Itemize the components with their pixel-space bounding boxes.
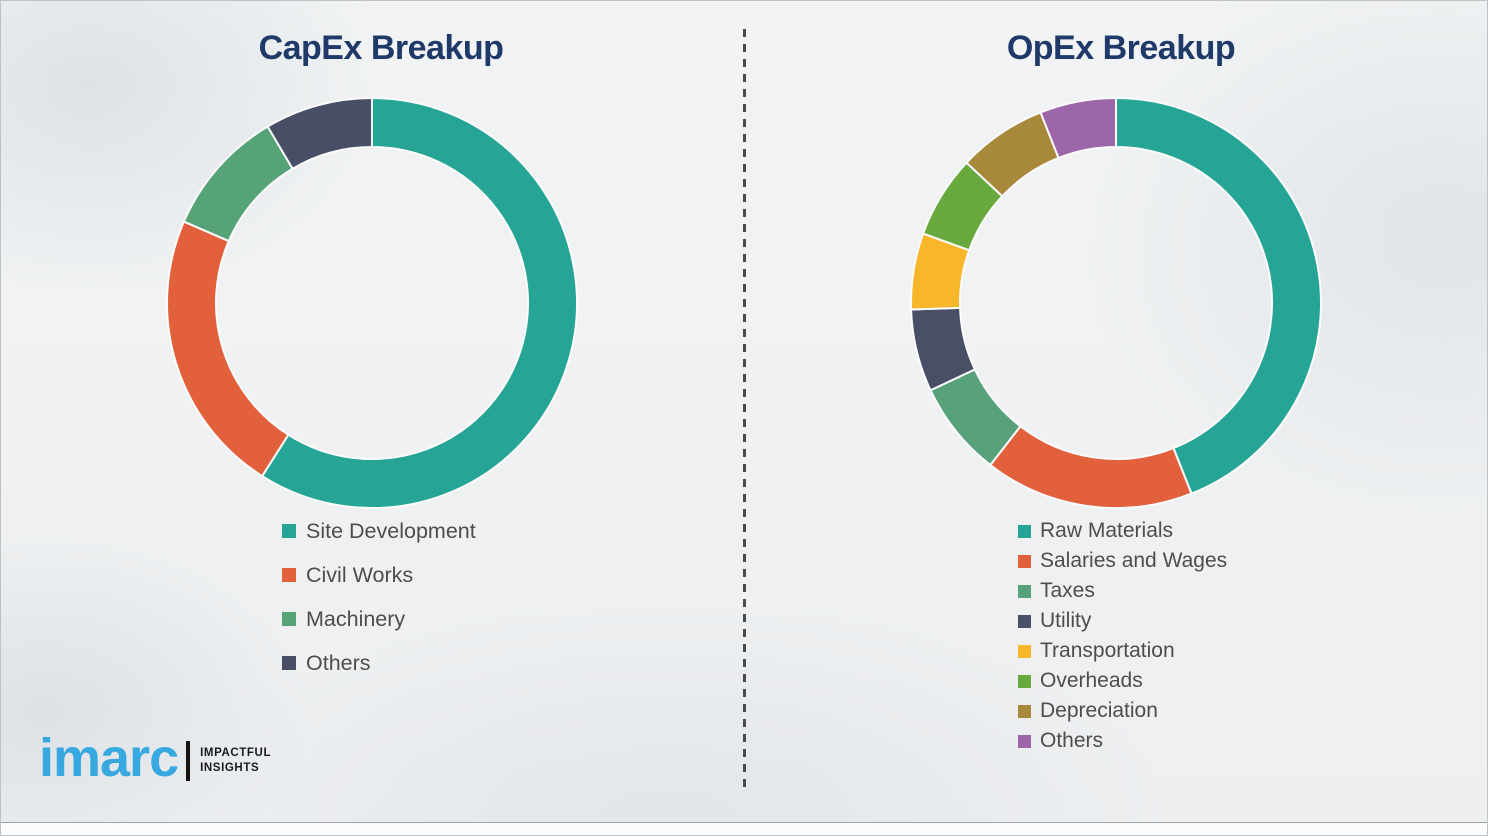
legend-item-taxes: Taxes bbox=[1018, 578, 1227, 604]
legend-label-others: Others bbox=[306, 650, 371, 675]
legend-label-overheads: Overheads bbox=[1040, 669, 1143, 692]
legend-label-site-development: Site Development bbox=[306, 518, 476, 543]
logo-separator-bar bbox=[186, 741, 191, 781]
legend-marker-utility bbox=[1018, 614, 1031, 628]
opex-breakup-slice-others bbox=[1039, 96, 1117, 160]
legend-item-salaries-and-wages: Salaries and Wages bbox=[1018, 548, 1227, 574]
legend-marker-others bbox=[1018, 734, 1031, 748]
capex-breakup-slice-civil-works bbox=[166, 220, 290, 478]
opex-breakup-slice-raw-materials bbox=[1115, 96, 1322, 495]
legend-marker-transportation bbox=[1018, 644, 1031, 658]
tagline-line-1: IMPACTFUL bbox=[200, 747, 272, 760]
legend-label-others: Others bbox=[1040, 729, 1104, 752]
legend-marker-others bbox=[282, 656, 296, 670]
capex-chart-title: CapEx Breakup bbox=[258, 29, 504, 67]
capex-breakup-slice-site-development bbox=[260, 96, 578, 509]
opex-breakup-slice-salaries-and-wages bbox=[988, 424, 1193, 509]
tagline-line-2: INSIGHTS bbox=[200, 762, 260, 774]
capex-breakup-slice-others bbox=[266, 96, 373, 171]
vertical-dashed-divider bbox=[743, 29, 746, 791]
legend-item-depreciation: Depreciation bbox=[1018, 698, 1227, 724]
legend-item-others: Others bbox=[282, 649, 476, 677]
legend-label-salaries-and-wages: Salaries and Wages bbox=[1040, 549, 1228, 572]
legend-item-machinery: Machinery bbox=[282, 605, 476, 633]
legend-marker-taxes bbox=[1018, 584, 1031, 598]
capex-breakup-slice-machinery bbox=[182, 125, 294, 243]
legend-marker-site-development bbox=[282, 524, 296, 538]
legend-label-machinery: Machinery bbox=[306, 606, 406, 631]
legend-label-utility: Utility bbox=[1040, 609, 1092, 632]
legend-item-raw-materials: Raw Materials bbox=[1018, 518, 1227, 544]
legend-marker-overheads bbox=[1018, 674, 1031, 688]
legend-label-transportation: Transportation bbox=[1040, 639, 1175, 662]
imarc-logo: imarc IMPACTFUL INSIGHTS bbox=[39, 728, 271, 788]
capex-legend: Site Development Civil Works Machinery Othe… bbox=[282, 517, 476, 693]
opex-legend: Raw Materials Salaries and Wages Taxes Util… bbox=[1018, 518, 1227, 758]
legend-item-civil-works: Civil Works bbox=[282, 561, 476, 589]
legend-item-others: Others bbox=[1018, 728, 1227, 754]
bottom-border-strip bbox=[1, 822, 1487, 835]
legend-label-civil-works: Civil Works bbox=[306, 562, 414, 587]
legend-marker-depreciation bbox=[1018, 704, 1031, 718]
legend-label-taxes: Taxes bbox=[1040, 579, 1095, 602]
legend-label-raw-materials: Raw Materials bbox=[1040, 519, 1174, 542]
legend-item-site-development: Site Development bbox=[282, 517, 476, 545]
legend-item-transportation: Transportation bbox=[1018, 638, 1227, 664]
legend-marker-salaries-and-wages bbox=[1018, 554, 1031, 568]
legend-item-utility: Utility bbox=[1018, 608, 1227, 634]
opex-chart-title: OpEx Breakup bbox=[1006, 29, 1236, 67]
legend-marker-civil-works bbox=[282, 568, 296, 582]
legend-label-depreciation: Depreciation bbox=[1040, 699, 1158, 722]
opex-donut-chart bbox=[910, 96, 1322, 509]
imarc-wordmark: imarc bbox=[39, 728, 179, 788]
legend-marker-machinery bbox=[282, 612, 296, 626]
capex-donut-chart bbox=[166, 96, 578, 509]
legend-item-overheads: Overheads bbox=[1018, 668, 1227, 694]
legend-marker-raw-materials bbox=[1018, 524, 1031, 538]
logo-tagline: IMPACTFUL INSIGHTS bbox=[200, 746, 271, 776]
